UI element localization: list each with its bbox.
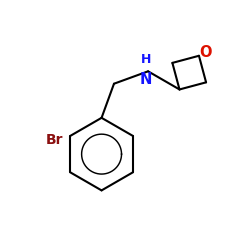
Text: H: H <box>141 53 151 66</box>
Text: N: N <box>140 72 152 87</box>
Text: Br: Br <box>46 133 63 147</box>
Text: O: O <box>200 45 212 60</box>
